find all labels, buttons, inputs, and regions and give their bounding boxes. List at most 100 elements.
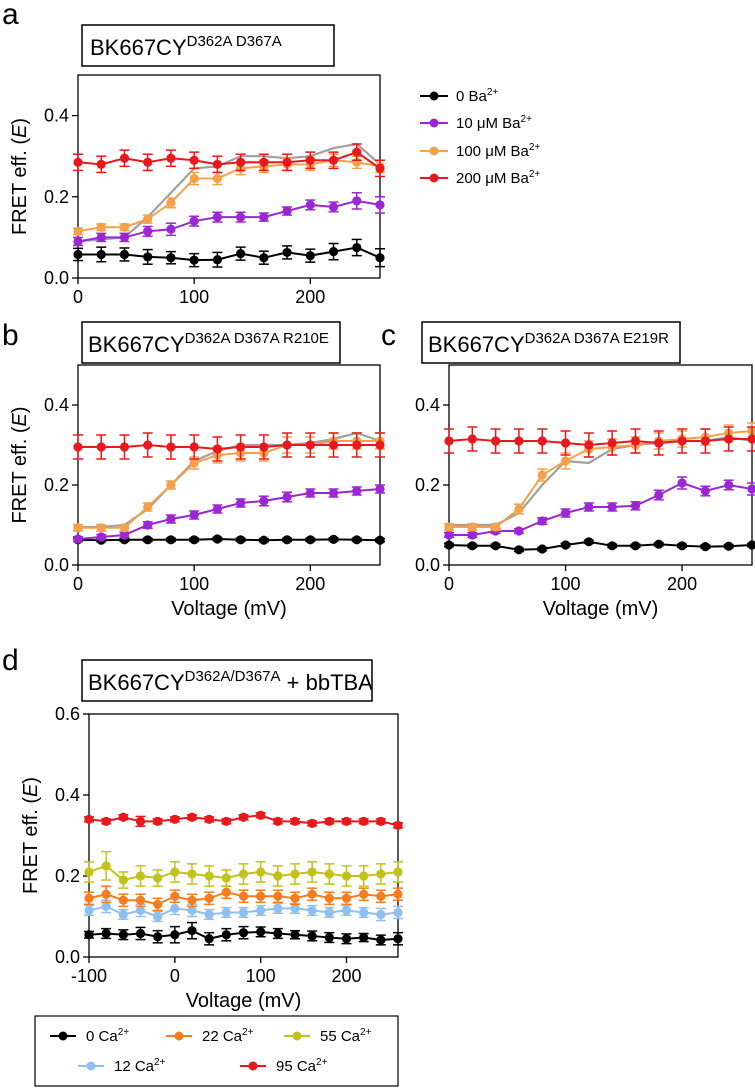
data-point xyxy=(236,212,246,222)
data-point xyxy=(747,540,755,550)
series-line-b-2 xyxy=(78,440,380,529)
data-point xyxy=(324,816,334,826)
plot-frame-b xyxy=(77,364,381,566)
data-point xyxy=(119,530,130,540)
series-a-1 xyxy=(73,191,385,247)
data-point xyxy=(444,436,454,446)
x-tick-label-b: 200 xyxy=(295,574,325,594)
panel-b-title: BK667CYD362A D367A R210E xyxy=(81,321,341,364)
data-point xyxy=(375,163,385,173)
data-point xyxy=(307,867,317,877)
svg-text:BK667CYD362A/D367A + bbTBA: BK667CYD362A/D367A + bbTBA xyxy=(88,668,373,695)
data-point xyxy=(256,905,266,916)
data-point xyxy=(290,930,300,940)
data-point xyxy=(341,905,352,916)
data-point xyxy=(560,438,571,448)
data-point xyxy=(189,216,199,226)
data-point xyxy=(256,891,266,901)
data-point xyxy=(514,545,524,555)
svg-text:200 μM Ba2+: 200 μM Ba2+ xyxy=(456,169,540,187)
data-point xyxy=(376,869,386,879)
data-point xyxy=(328,247,339,257)
data-point xyxy=(170,930,180,940)
data-point xyxy=(467,522,477,532)
data-point xyxy=(491,522,501,532)
x-tick-label-c: 0 xyxy=(444,574,454,594)
data-point xyxy=(359,816,369,826)
data-point xyxy=(467,541,477,551)
data-point xyxy=(352,440,362,450)
data-point xyxy=(305,251,315,261)
data-point xyxy=(187,895,197,905)
data-point xyxy=(375,484,385,494)
svg-text:55 Ca2+: 55 Ca2+ xyxy=(320,1027,372,1045)
data-point xyxy=(560,456,571,466)
data-point xyxy=(307,818,317,828)
data-point xyxy=(96,222,106,232)
data-point xyxy=(393,867,403,877)
data-point xyxy=(359,932,369,943)
data-point xyxy=(221,816,231,826)
y-tick-label-a: 0.0 xyxy=(44,268,69,288)
data-point xyxy=(305,200,315,210)
data-point xyxy=(305,440,315,450)
data-point xyxy=(375,440,385,450)
data-point xyxy=(96,442,106,452)
data-point xyxy=(328,202,339,212)
panel-a-title-sup: D362A D367A xyxy=(187,33,282,50)
data-point xyxy=(143,226,153,236)
data-point xyxy=(259,496,269,506)
series-c-0 xyxy=(444,537,755,555)
data-point xyxy=(153,816,163,826)
ca-legend-item-4: 95 Ca2+ xyxy=(240,1057,328,1075)
y-tick-label-d: 0.0 xyxy=(55,947,80,967)
y-tick-label-c: 0.0 xyxy=(415,555,440,575)
data-point xyxy=(328,488,339,498)
y-tick-label-d: 0.6 xyxy=(55,704,80,724)
data-point xyxy=(189,535,199,545)
data-point xyxy=(170,814,180,824)
data-point xyxy=(560,508,571,518)
data-point xyxy=(305,155,315,165)
data-point xyxy=(273,871,283,881)
data-point xyxy=(189,255,199,265)
data-point xyxy=(166,198,176,208)
plot-panel-b: 0.0 0.2 0.4 0 100 200 Voltage (mV) FRET eff. (E… xyxy=(9,364,385,620)
plot-panel-d: 0.0 0.2 0.4 0.6 -100 0 100 200 Voltage (mV) FRET … xyxy=(20,704,403,1012)
data-point xyxy=(359,907,369,918)
series-c-3 xyxy=(444,426,755,458)
data-point xyxy=(560,540,571,550)
data-point xyxy=(189,173,199,184)
data-point xyxy=(187,812,197,822)
data-point xyxy=(328,155,339,165)
data-point xyxy=(187,926,197,936)
panel-label-d: d xyxy=(2,644,19,677)
data-point xyxy=(135,871,146,881)
ba-legend-item-2: 100 μM Ba2+ xyxy=(420,142,540,160)
data-point xyxy=(96,232,106,242)
svg-text:BK667CYD362A D367A: BK667CYD362A D367A xyxy=(90,33,282,60)
y-tick-label-d: 0.4 xyxy=(55,785,80,805)
data-point xyxy=(189,155,199,165)
data-point xyxy=(166,442,176,452)
data-point xyxy=(352,486,362,496)
data-point xyxy=(236,498,246,508)
data-point xyxy=(189,458,199,468)
data-point xyxy=(101,901,111,911)
data-point xyxy=(118,895,128,905)
data-point xyxy=(537,516,547,526)
data-point xyxy=(221,873,231,883)
data-point xyxy=(630,436,641,446)
data-point xyxy=(724,541,734,551)
data-point xyxy=(189,510,199,520)
data-point xyxy=(236,157,246,167)
x-axis-label-d: Voltage (mV) xyxy=(186,990,302,1012)
svg-text:95 Ca2+: 95 Ca2+ xyxy=(276,1057,328,1075)
data-point xyxy=(101,861,111,871)
data-point xyxy=(259,535,269,545)
data-point xyxy=(677,436,687,446)
series-b-1 xyxy=(73,484,385,544)
data-point xyxy=(290,816,300,826)
data-point xyxy=(359,871,369,881)
y-axis-label-a: FRET eff. (E) xyxy=(9,118,31,235)
